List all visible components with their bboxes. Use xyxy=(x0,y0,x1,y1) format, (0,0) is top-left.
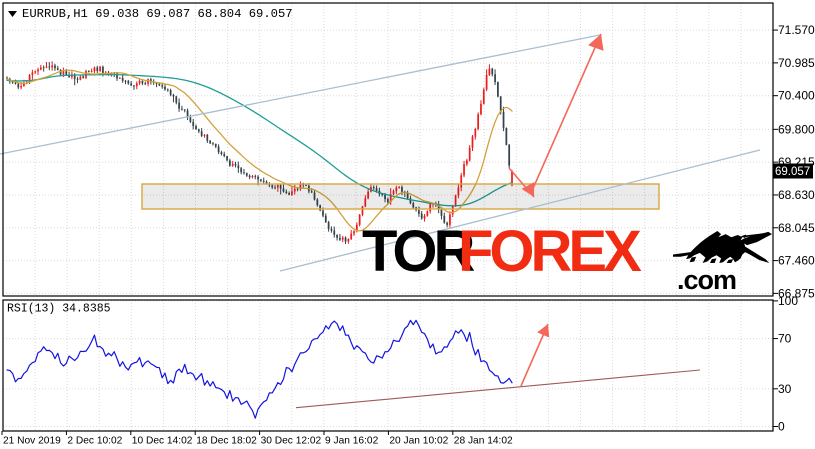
svg-text:71.570: 71.570 xyxy=(778,23,815,37)
svg-text:30 Dec 12:02: 30 Dec 12:02 xyxy=(261,436,322,447)
svg-text:70: 70 xyxy=(778,332,792,346)
svg-text:69.800: 69.800 xyxy=(778,122,815,136)
svg-text:RSI(13) 34.8385: RSI(13) 34.8385 xyxy=(7,303,111,316)
svg-text:2 Dec 10:02: 2 Dec 10:02 xyxy=(67,436,122,447)
svg-text:EURRUB,H1 69.038 69.087 68.80: EURRUB,H1 69.038 69.087 68.804 69.057 xyxy=(22,7,293,21)
svg-text:20 Jan 10:02: 20 Jan 10:02 xyxy=(389,436,448,447)
svg-text:10 Dec 14:02: 10 Dec 14:02 xyxy=(132,436,193,447)
svg-text:68.045: 68.045 xyxy=(778,221,815,235)
svg-text:30: 30 xyxy=(778,382,792,396)
svg-text:21 Nov 2019: 21 Nov 2019 xyxy=(3,436,61,447)
svg-text:68.630: 68.630 xyxy=(778,188,815,202)
svg-text:70.400: 70.400 xyxy=(778,89,815,103)
svg-text:67.460: 67.460 xyxy=(778,254,815,268)
svg-text:100: 100 xyxy=(778,294,798,308)
svg-text:18 Dec 18:02: 18 Dec 18:02 xyxy=(196,436,257,447)
svg-text:FOREX: FOREX xyxy=(458,219,642,284)
svg-text:28 Jan 14:02: 28 Jan 14:02 xyxy=(454,436,513,447)
svg-text:.com: .com xyxy=(677,265,736,295)
svg-text:9 Jan 16:02: 9 Jan 16:02 xyxy=(325,436,379,447)
svg-text:69.057: 69.057 xyxy=(775,166,810,178)
svg-text:0: 0 xyxy=(778,420,785,434)
svg-text:70.985: 70.985 xyxy=(778,56,815,70)
